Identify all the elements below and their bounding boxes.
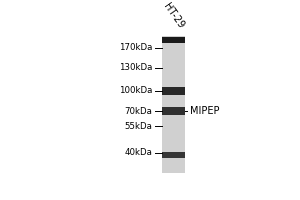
Text: HT-29: HT-29 — [161, 1, 186, 30]
Text: 40kDa: 40kDa — [125, 148, 153, 157]
Text: 100kDa: 100kDa — [119, 86, 153, 95]
Bar — [162, 36, 185, 173]
Bar — [162, 87, 185, 95]
Text: MIPEP: MIPEP — [190, 106, 219, 116]
Text: 170kDa: 170kDa — [119, 43, 153, 52]
Bar — [162, 152, 185, 158]
Text: 70kDa: 70kDa — [125, 107, 153, 116]
Bar — [162, 37, 185, 43]
Bar — [162, 107, 185, 115]
Text: 130kDa: 130kDa — [119, 63, 153, 72]
Text: 55kDa: 55kDa — [125, 122, 153, 131]
